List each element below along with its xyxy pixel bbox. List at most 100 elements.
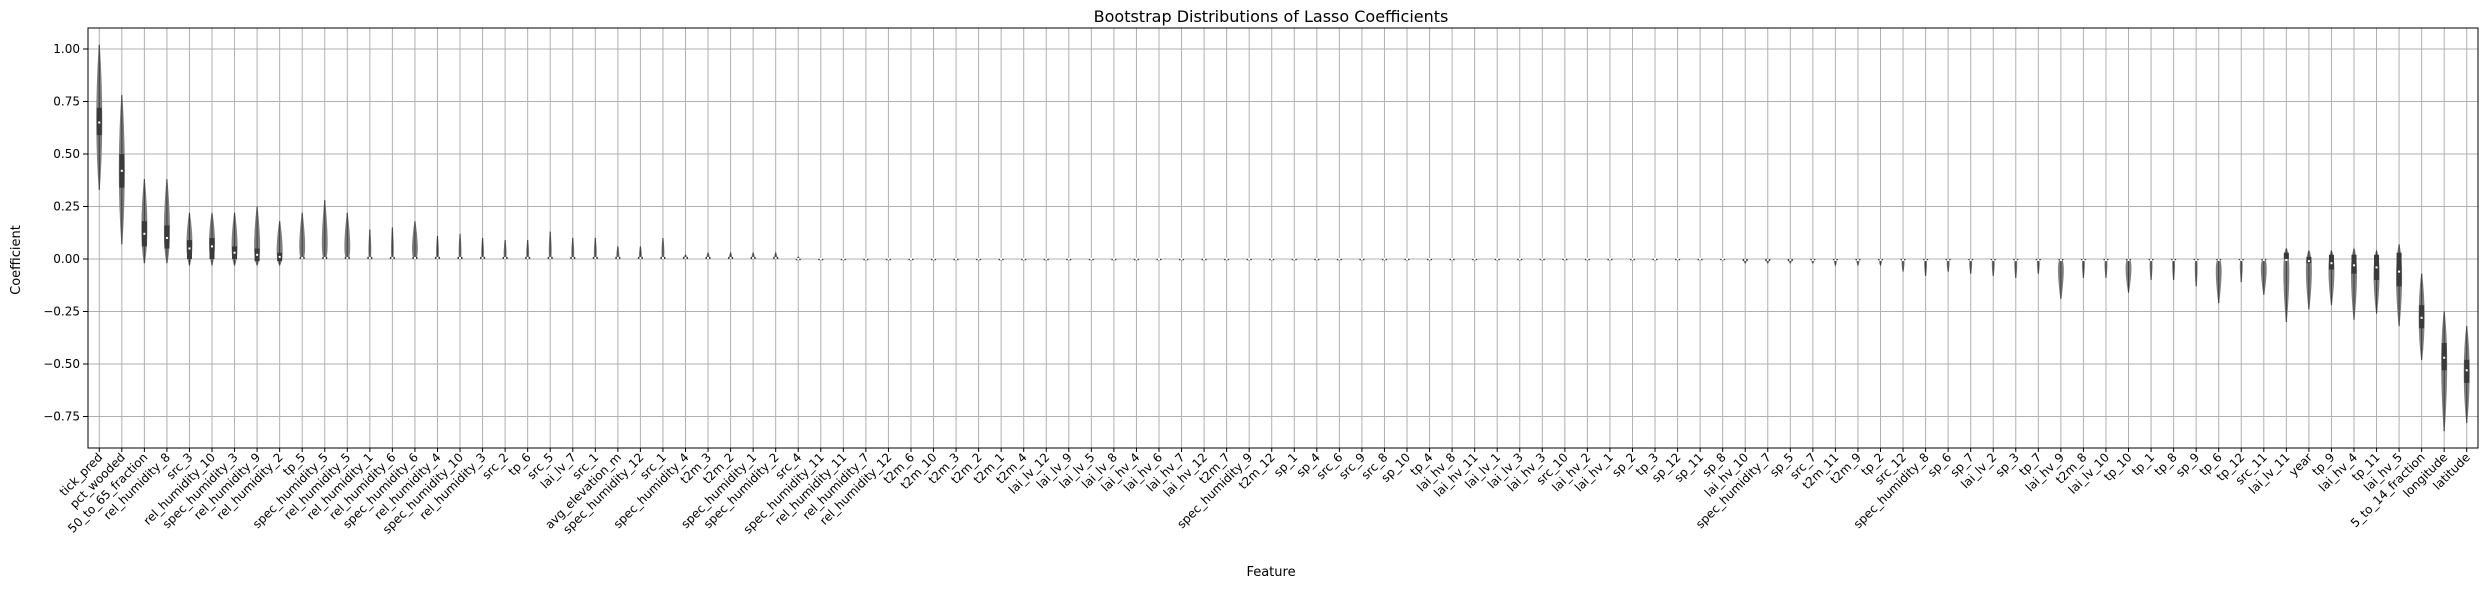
median-point xyxy=(2240,259,2243,262)
median-point xyxy=(2307,260,2310,263)
median-point xyxy=(774,256,777,259)
median-point xyxy=(1856,259,1859,262)
median-point xyxy=(1360,258,1363,260)
median-point xyxy=(2262,259,2265,262)
median-point xyxy=(323,256,326,259)
median-point xyxy=(1293,258,1296,260)
median-point xyxy=(368,256,371,259)
x-tick-label: year xyxy=(2286,450,2315,479)
median-point xyxy=(639,256,642,259)
median-point xyxy=(120,169,123,172)
median-point xyxy=(1924,259,1927,262)
median-point xyxy=(2014,259,2017,262)
median-point xyxy=(1879,259,1882,262)
x-tick-label: sp_6 xyxy=(1925,450,1954,479)
median-point xyxy=(549,256,552,259)
median-point xyxy=(481,256,484,259)
median-point xyxy=(459,256,462,259)
median-point xyxy=(233,251,236,254)
median-point xyxy=(1496,258,1499,260)
median-point xyxy=(391,256,394,259)
median-point xyxy=(1000,258,1003,260)
x-tick-label: sp_9 xyxy=(2173,450,2202,479)
median-point xyxy=(661,256,664,259)
iqr-box xyxy=(96,107,102,136)
median-point xyxy=(909,258,912,260)
y-axis-label: Coefficient xyxy=(9,225,24,295)
plot-frame xyxy=(87,27,2479,449)
median-point xyxy=(1631,258,1634,260)
median-point xyxy=(819,258,822,260)
median-point xyxy=(887,258,890,260)
median-point xyxy=(1406,258,1409,260)
median-point xyxy=(1992,259,1995,262)
y-tick-label: −0.50 xyxy=(43,357,80,371)
median-point xyxy=(752,256,755,259)
median-point xyxy=(526,256,529,259)
x-tick-label: tp_8 xyxy=(2151,450,2179,478)
median-point xyxy=(1586,258,1589,260)
median-point xyxy=(1022,258,1025,260)
median-point xyxy=(1315,258,1318,260)
median-point xyxy=(2195,259,2198,262)
y-tick-label: −0.75 xyxy=(43,410,80,424)
median-point xyxy=(2127,259,2130,262)
median-point xyxy=(1947,259,1950,262)
median-point xyxy=(1248,258,1251,260)
iqr-box xyxy=(2419,305,2425,329)
median-point xyxy=(1473,258,1476,260)
median-point xyxy=(188,247,191,250)
median-point xyxy=(1135,258,1138,260)
median-point xyxy=(571,256,574,259)
x-tick-label: sp_3 xyxy=(1993,450,2022,479)
median-point xyxy=(1383,258,1386,260)
median-point xyxy=(1180,258,1183,260)
median-point xyxy=(2375,266,2378,269)
median-point xyxy=(1338,258,1341,260)
iqr-box xyxy=(2464,359,2470,383)
median-point xyxy=(1203,258,1206,260)
median-point xyxy=(1834,259,1837,262)
x-axis-label: Feature xyxy=(1246,565,1295,580)
median-point xyxy=(2465,369,2468,372)
median-point xyxy=(2150,259,2153,262)
median-point xyxy=(256,253,259,256)
median-point xyxy=(1789,259,1792,262)
median-point xyxy=(1518,258,1521,260)
median-point xyxy=(165,237,168,239)
median-point xyxy=(1721,258,1724,260)
iqr-box xyxy=(2306,256,2312,264)
iqr-box xyxy=(2351,254,2357,274)
median-point xyxy=(278,255,281,258)
x-tick-label: src_2 xyxy=(479,450,511,482)
median-point xyxy=(1608,258,1611,260)
median-point xyxy=(616,256,619,259)
y-tick-label: 0.50 xyxy=(53,147,80,161)
y-tick-label: 0.00 xyxy=(53,252,80,266)
median-point xyxy=(1902,259,1905,262)
y-tick-label: 0.25 xyxy=(53,200,80,214)
iqr-box xyxy=(2396,252,2402,287)
median-point xyxy=(955,258,958,260)
iqr-box xyxy=(209,238,215,259)
median-point xyxy=(842,258,845,260)
median-point xyxy=(977,258,980,260)
median-point xyxy=(2172,259,2175,262)
iqr-box xyxy=(2441,343,2447,371)
median-point xyxy=(1676,258,1679,260)
median-point xyxy=(864,258,867,260)
median-point xyxy=(707,256,710,259)
iqr-box xyxy=(164,225,170,249)
median-point xyxy=(2217,259,2220,262)
median-point xyxy=(2420,316,2423,319)
median-point xyxy=(1699,258,1702,260)
median-point xyxy=(301,256,304,259)
median-point xyxy=(2104,259,2107,262)
median-point xyxy=(1045,258,1048,260)
median-point xyxy=(1090,258,1093,260)
median-point xyxy=(98,121,101,124)
median-point xyxy=(1112,258,1115,260)
median-point xyxy=(1766,259,1769,262)
median-point xyxy=(504,256,507,259)
